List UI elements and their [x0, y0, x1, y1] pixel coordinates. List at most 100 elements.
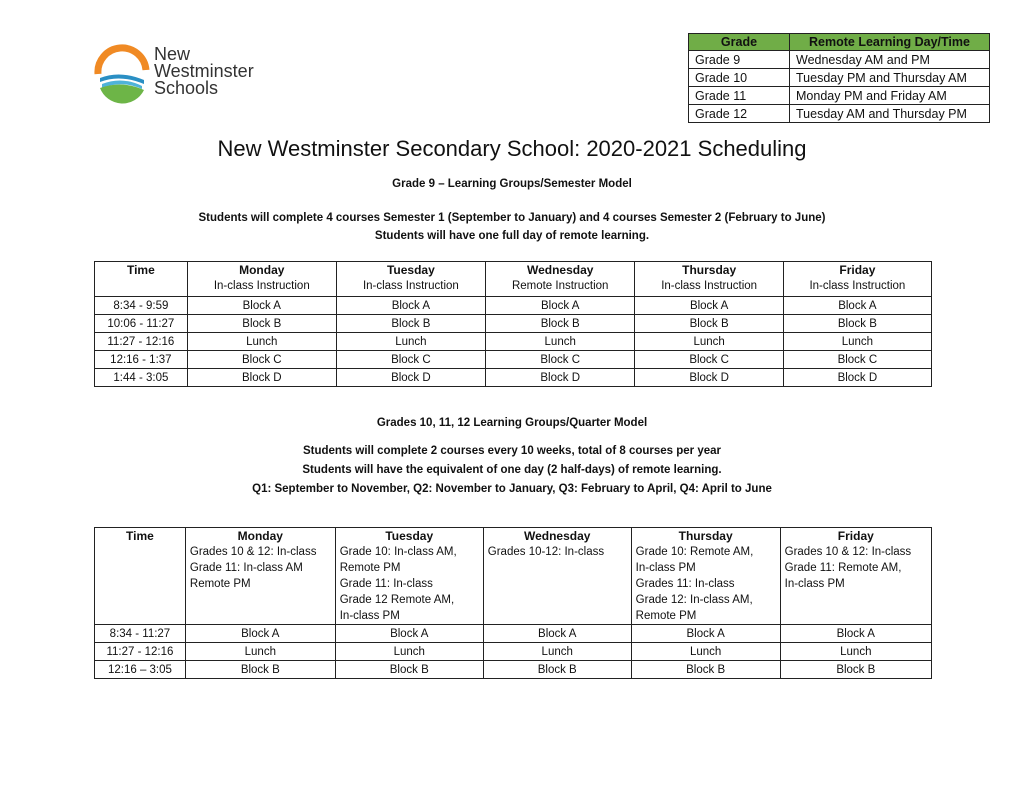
section-text: Students will have the equivalent of one…	[302, 464, 722, 476]
table-cell: Grade 12	[688, 104, 790, 123]
block-cell: Block D	[484, 368, 636, 387]
column-header: Wednesday Grades 10-12: In-class	[482, 527, 632, 625]
block-cell: Block C	[186, 350, 337, 369]
school-logo	[94, 44, 150, 104]
block-cell: Block A	[630, 624, 781, 643]
table-row: 11:27 - 12:16 Lunch Lunch Lunch Lunch Lunch	[94, 642, 933, 661]
day-mode: Remote Instruction	[511, 280, 609, 292]
block-cell: Block B	[484, 314, 636, 333]
table-cell: Grade 10	[688, 68, 790, 87]
block-cell: Block A	[779, 624, 933, 643]
table-row: 10:06 - 11:27 Block B Block B Block B Block …	[94, 314, 933, 333]
logo-line: Schools	[154, 78, 219, 98]
table-row: Grade 9 Wednesday AM and PM	[688, 50, 990, 69]
block-cell: Block B	[184, 660, 336, 679]
block-cell: Block C	[335, 350, 486, 369]
table-row: 12:16 - 1:37 Block C Block C Block C Block C…	[94, 350, 933, 369]
block-cell: Block A	[634, 296, 784, 315]
block-cell: Lunch	[630, 642, 781, 661]
time-cell: 8:34 - 9:59	[94, 296, 188, 315]
day-label: Friday	[837, 529, 874, 543]
block-cell: Block B	[634, 314, 784, 333]
block-cell: Lunch	[779, 642, 933, 661]
table-row: 12:16 – 3:05 Block B Block B Block B Block B…	[94, 660, 933, 679]
column-header: Remote Learning Day/Time	[789, 33, 990, 51]
block-cell: Block B	[630, 660, 781, 679]
day-mode: In-class Instruction	[213, 280, 310, 292]
block-cell: Lunch	[334, 642, 484, 661]
block-cell: Lunch	[335, 332, 486, 351]
time-cell: 8:34 - 11:27	[94, 624, 186, 643]
block-cell: Block B	[779, 660, 933, 679]
logo-text: New Westminster Schools	[154, 45, 254, 98]
block-cell: Block C	[782, 350, 933, 369]
table-row: Grade 11 Monday PM and Friday AM	[688, 86, 990, 105]
time-cell: 11:27 - 12:16	[94, 332, 188, 351]
day-note: In-class PM	[784, 578, 845, 590]
block-cell: Lunch	[484, 332, 636, 351]
block-cell: Lunch	[482, 642, 632, 661]
column-header: Time	[94, 261, 188, 297]
day-mode: In-class Instruction	[362, 280, 459, 292]
day-label: Monday	[237, 529, 283, 543]
logo-line: Westminster	[154, 61, 254, 81]
block-cell: Block D	[782, 368, 933, 387]
block-cell: Lunch	[634, 332, 784, 351]
day-mode: In-class Instruction	[809, 280, 906, 292]
day-note: Grade 11: In-class AM	[189, 562, 303, 574]
section-text: Students will have one full day of remot…	[374, 230, 650, 242]
block-cell: Block A	[186, 296, 337, 315]
block-cell: Block A	[184, 624, 336, 643]
day-note: Remote PM	[189, 578, 251, 590]
column-header: Thursday Grade 10: Remote AM, In-class PM G…	[630, 527, 781, 625]
column-header: Monday In-class Instruction	[186, 261, 337, 297]
day-note: Grade 10: In-class AM,	[339, 546, 457, 558]
day-note: Remote PM	[635, 610, 697, 622]
column-header: Wednesday Remote Instruction	[484, 261, 636, 297]
day-note: Grade 11: In-class	[339, 578, 433, 590]
block-cell: Lunch	[782, 332, 933, 351]
day-note: Grade 11: Remote AM,	[784, 562, 902, 574]
section-text: Q1: September to November, Q2: November …	[252, 483, 772, 495]
block-cell: Block D	[186, 368, 337, 387]
day-label: Thursday	[678, 529, 733, 543]
day-label: Friday	[839, 263, 876, 277]
day-label: Wednesday	[523, 529, 591, 543]
table-row: 8:34 - 11:27 Block A Block A Block A Block A…	[94, 624, 933, 643]
block-cell: Block D	[335, 368, 486, 387]
block-cell: Block C	[484, 350, 636, 369]
day-note: In-class PM	[339, 610, 400, 622]
block-cell: Block B	[782, 314, 933, 333]
remote-learning-table: Grade Remote Learning Day/Time Grade 9 We…	[688, 33, 990, 123]
time-cell: 12:16 – 3:05	[94, 660, 186, 679]
column-header: Time	[94, 527, 186, 625]
column-header: Thursday In-class Instruction	[634, 261, 784, 297]
day-label: Tuesday	[385, 529, 434, 543]
day-note: Grade 12 Remote AM,	[339, 594, 455, 606]
table-cell: Tuesday PM and Thursday AM	[789, 68, 990, 87]
table-row: Grade 10 Tuesday PM and Thursday AM	[688, 68, 990, 87]
table-cell: Wednesday AM and PM	[789, 50, 990, 69]
table-cell: Tuesday AM and Thursday PM	[789, 104, 990, 123]
day-label: Time	[126, 263, 155, 277]
column-header: Friday In-class Instruction	[782, 261, 933, 297]
block-cell: Block B	[335, 314, 486, 333]
day-label: Time	[126, 529, 154, 543]
column-header: Tuesday In-class Instruction	[335, 261, 486, 297]
block-cell: Block B	[186, 314, 337, 333]
section-text: Students will complete 4 courses Semeste…	[198, 212, 826, 224]
table-cell: Monday PM and Friday AM	[789, 86, 990, 105]
block-cell: Block B	[334, 660, 484, 679]
grades10-12-schedule-table: Time Monday Grades 10 & 12: In-class Grade …	[94, 527, 933, 679]
block-cell: Block A	[782, 296, 933, 315]
day-label: Monday	[239, 263, 285, 277]
day-note: Remote PM	[339, 562, 401, 574]
block-cell: Lunch	[184, 642, 336, 661]
day-note: Grades 11: In-class	[635, 578, 735, 590]
table-row: 11:27 - 12:16 Lunch Lunch Lunch Lunch Lunch	[94, 332, 933, 351]
block-cell: Block A	[482, 624, 632, 643]
block-cell: Block C	[634, 350, 784, 369]
block-cell: Block A	[484, 296, 636, 315]
